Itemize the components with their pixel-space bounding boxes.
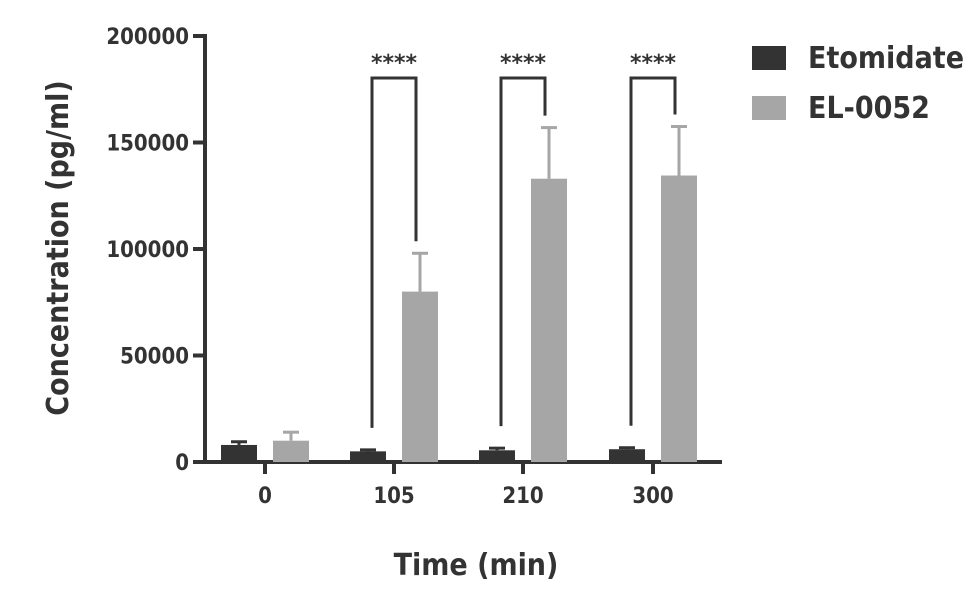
- x-axis-title: Time (min): [394, 548, 559, 583]
- bars: [221, 125, 697, 462]
- y-axis-title: Concentration (pg/ml): [41, 80, 76, 415]
- significance-label: ****: [500, 51, 547, 76]
- legend-swatch-el-0052: [752, 96, 786, 120]
- bar-etomidate-210: [479, 450, 515, 462]
- legend-label-etomidate: Etomidate: [808, 41, 964, 76]
- bar-el-0052-105: [402, 291, 438, 462]
- significance-bracket: [370, 76, 418, 428]
- significance-bracket: [629, 76, 677, 426]
- bar-etomidate-300: [609, 449, 645, 462]
- axes: [203, 34, 722, 464]
- bar-el-0052-0: [273, 440, 309, 462]
- bar-el-0052-210: [531, 178, 567, 462]
- x-tick-label: 0: [258, 484, 272, 509]
- y-tick-label: 50000: [120, 345, 189, 370]
- bar-el-0052-300: [661, 175, 697, 462]
- y-tick-label: 200000: [106, 25, 189, 50]
- significance-brackets: **** **** ****: [370, 51, 677, 428]
- x-ticks: 0 105 210 300: [258, 462, 674, 509]
- legend-label-el-0052: EL-0052: [808, 91, 930, 126]
- y-tick-label: 100000: [106, 238, 189, 263]
- significance-label: ****: [371, 51, 418, 76]
- x-tick-label: 300: [632, 484, 673, 509]
- significance-bracket: [499, 76, 547, 427]
- x-tick-label: 210: [502, 484, 543, 509]
- legend: Etomidate EL-0052: [752, 41, 964, 126]
- y-tick-label: 0: [175, 451, 189, 476]
- bar-etomidate-0: [221, 444, 257, 462]
- bar-etomidate-105: [350, 451, 386, 462]
- x-tick-label: 105: [373, 484, 414, 509]
- significance-label: ****: [630, 51, 677, 76]
- legend-swatch-etomidate: [752, 46, 786, 70]
- y-tick-label: 150000: [106, 132, 189, 157]
- y-ticks: 0 50000 100000 150000 200000: [106, 25, 205, 476]
